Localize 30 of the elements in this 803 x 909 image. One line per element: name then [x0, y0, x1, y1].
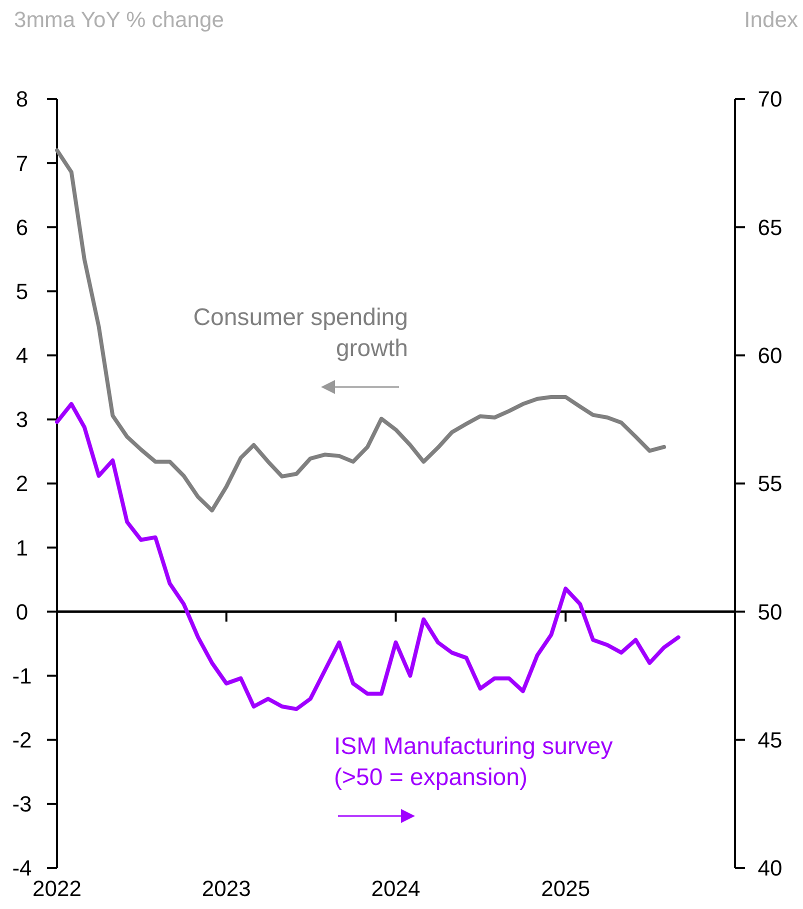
y2-tick-label: 55: [758, 471, 782, 496]
y-tick-label: -4: [12, 856, 32, 881]
y-tick-label: -3: [12, 792, 32, 817]
y2-axis-title: Index: [744, 7, 798, 32]
y2-tick-label: 45: [758, 728, 782, 753]
annotation: ISM Manufacturing survey (>50 = expansion): [334, 733, 613, 791]
y2-tick-label: 65: [758, 214, 782, 240]
y-tick-label: -2: [12, 728, 32, 753]
y-tick-label: 6: [16, 214, 28, 240]
y-axis-title: 3mma YoY % change: [14, 7, 224, 32]
y2-tick-label: 60: [758, 343, 782, 368]
line-series: [55, 402, 680, 712]
x-tick-label: 2024: [371, 876, 420, 901]
y-tick-label: -1: [12, 663, 32, 688]
y2-tick-label: 70: [758, 86, 782, 112]
y-tick-label: 7: [16, 150, 28, 176]
y-tick-label: 4: [16, 343, 28, 368]
y-tick-label: 3: [16, 407, 28, 432]
annotation: Consumer spending growth: [193, 304, 408, 362]
x-tick-label: 2023: [202, 876, 251, 901]
y2-tick-label: 40: [758, 856, 782, 881]
y-tick-label: 5: [16, 278, 28, 304]
y-tick-label: 1: [16, 535, 28, 560]
x-tick-label: 2022: [32, 876, 82, 901]
y2-tick-label: 50: [758, 599, 782, 624]
line-series: [55, 148, 666, 512]
y-tick-label: 2: [16, 471, 28, 496]
x-tick-label: 2025: [541, 876, 590, 901]
y-tick-label: 0: [16, 599, 28, 624]
y-tick-label: 8: [16, 86, 28, 112]
